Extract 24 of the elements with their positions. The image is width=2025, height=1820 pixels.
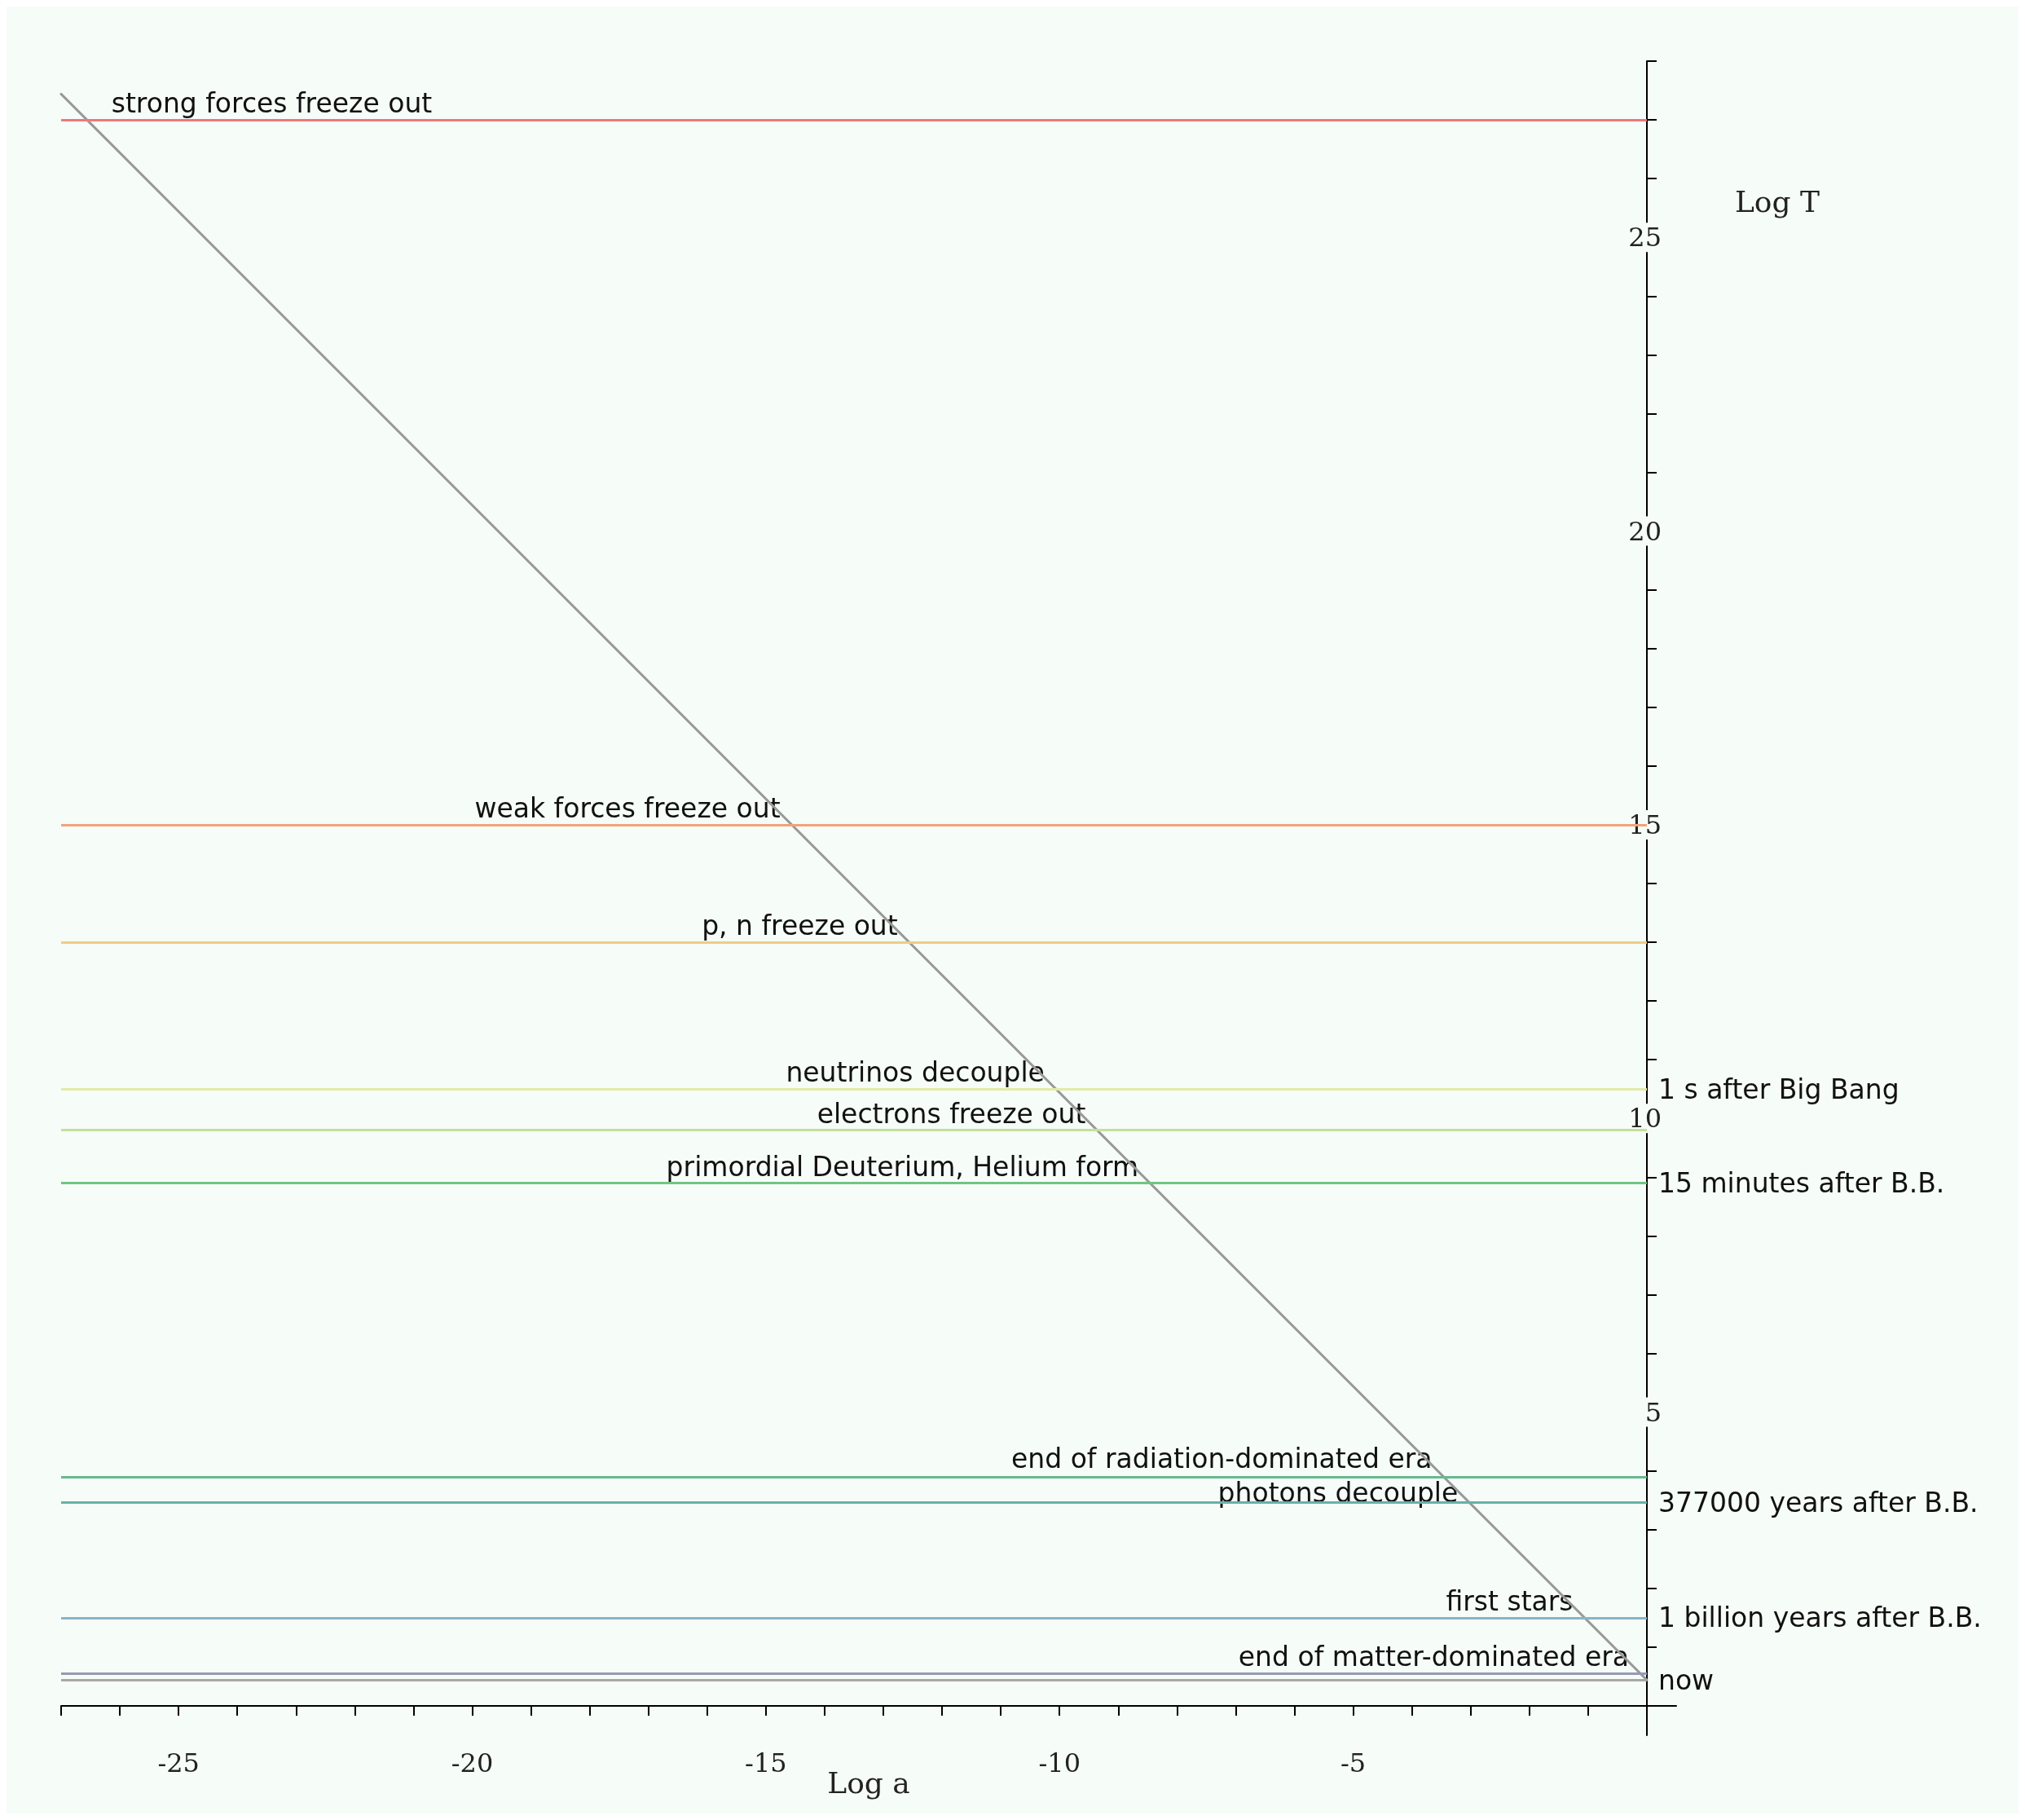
ref-line-label: weak forces freeze out — [474, 791, 781, 824]
x-tick-label: -10 — [1038, 1747, 1081, 1778]
y-axis-title: Log T — [1734, 185, 1820, 219]
x-tick-label: -15 — [745, 1747, 787, 1778]
annotation: 15 minutes after B.B. — [1657, 1167, 1945, 1200]
y-tick-label: 15 — [1628, 809, 1662, 840]
ref-line-label: p, n freeze out — [702, 910, 898, 942]
x-axis-title: Log a — [827, 1765, 910, 1800]
x-tick-label: -20 — [451, 1747, 494, 1778]
ref-line-label: strong forces freeze out — [111, 87, 433, 120]
x-tick-label: -5 — [1340, 1747, 1367, 1778]
y-tick-label: 10 — [1628, 1103, 1662, 1135]
y-tick-label: 25 — [1628, 222, 1662, 253]
annotation: 1 billion years after B.B. — [1657, 1602, 1982, 1634]
y-tick-label: 5 — [1644, 1396, 1662, 1428]
ref-line-label: neutrinos decouple — [786, 1056, 1045, 1089]
ref-line-label: electrons freeze out — [817, 1097, 1086, 1130]
x-tick-label: -25 — [157, 1747, 200, 1778]
ref-line-label: primordial Deuterium, Helium form — [666, 1150, 1139, 1183]
ref-line-label: first stars — [1446, 1584, 1574, 1617]
annotation: now — [1657, 1664, 1715, 1696]
annotation: 377000 years after B.B. — [1657, 1487, 1979, 1519]
y-tick-label: 20 — [1628, 515, 1662, 547]
annotation: 1 s after Big Bang — [1657, 1073, 1900, 1105]
